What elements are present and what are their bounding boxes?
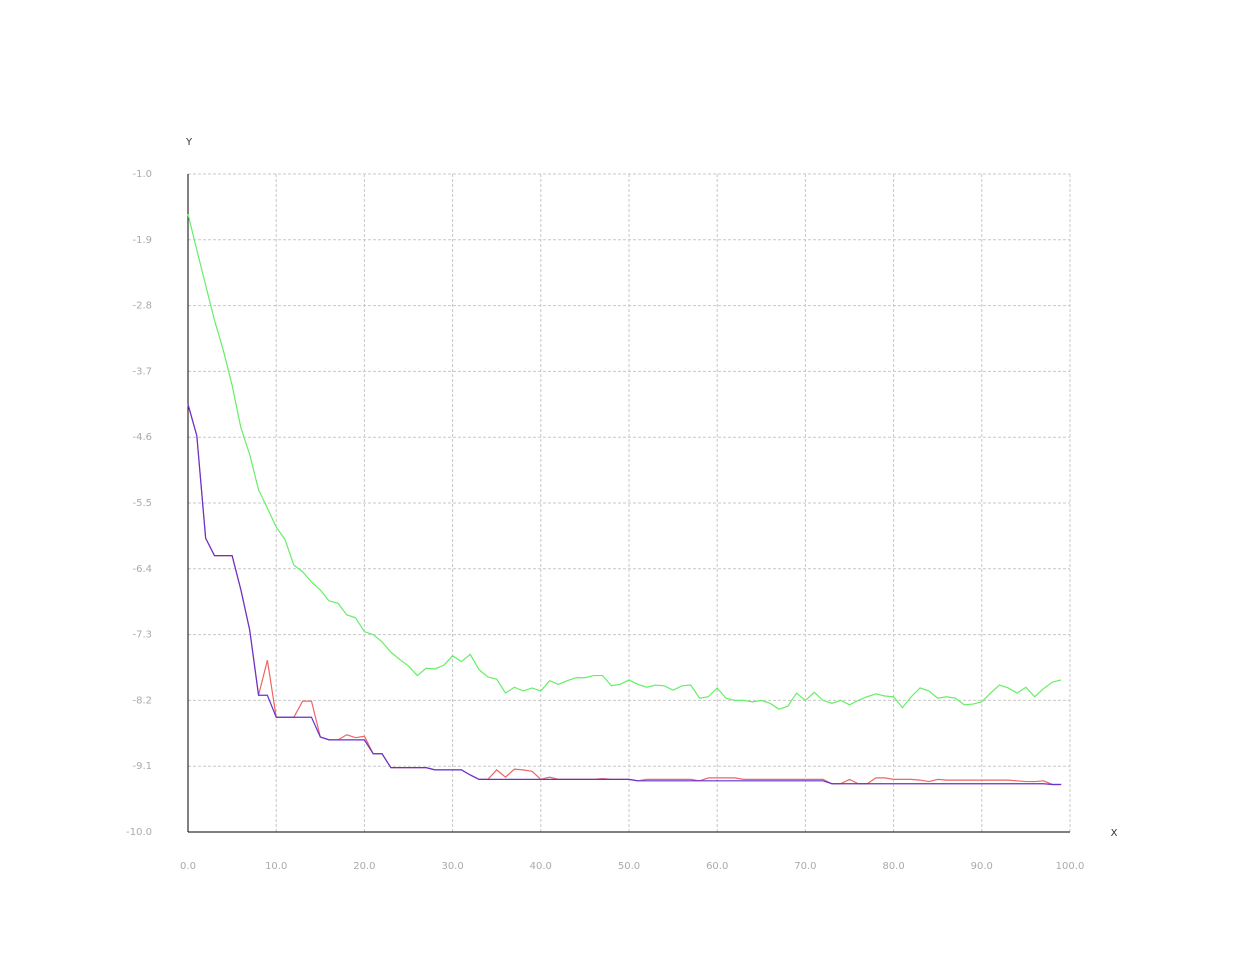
series-line (187, 214, 1062, 710)
series-line (187, 404, 1062, 786)
x-tick-label: 20.0 (353, 861, 375, 872)
x-tick-label: 30.0 (441, 861, 463, 872)
x-tick-label: 50.0 (618, 861, 640, 872)
y-tick-label: -8.2 (132, 695, 152, 706)
y-tick-label: -5.5 (132, 498, 152, 509)
y-tick-label: -4.6 (132, 432, 152, 443)
y-tick-label: -9.1 (132, 761, 152, 772)
x-tick-label: 90.0 (971, 861, 993, 872)
x-tick-label: 80.0 (882, 861, 904, 872)
x-tick-label: 0.0 (180, 861, 196, 872)
y-axis-title: Y (185, 137, 193, 148)
x-axis-title: X (1111, 828, 1118, 839)
y-tick-label: -3.7 (132, 366, 152, 377)
x-tick-label: 40.0 (530, 861, 552, 872)
y-tick-label: -2.8 (132, 301, 152, 312)
x-tick-label: 60.0 (706, 861, 728, 872)
x-tick-label: 10.0 (265, 861, 287, 872)
series-line (187, 404, 1062, 786)
y-tick-label: -10.0 (126, 827, 152, 838)
y-tick-label: -1.9 (132, 235, 152, 246)
x-tick-label: 100.0 (1056, 861, 1085, 872)
y-tick-label: -6.4 (132, 564, 152, 575)
y-tick-label: -7.3 (132, 630, 152, 641)
x-tick-label: 70.0 (794, 861, 816, 872)
y-tick-label: -1.0 (132, 169, 152, 180)
